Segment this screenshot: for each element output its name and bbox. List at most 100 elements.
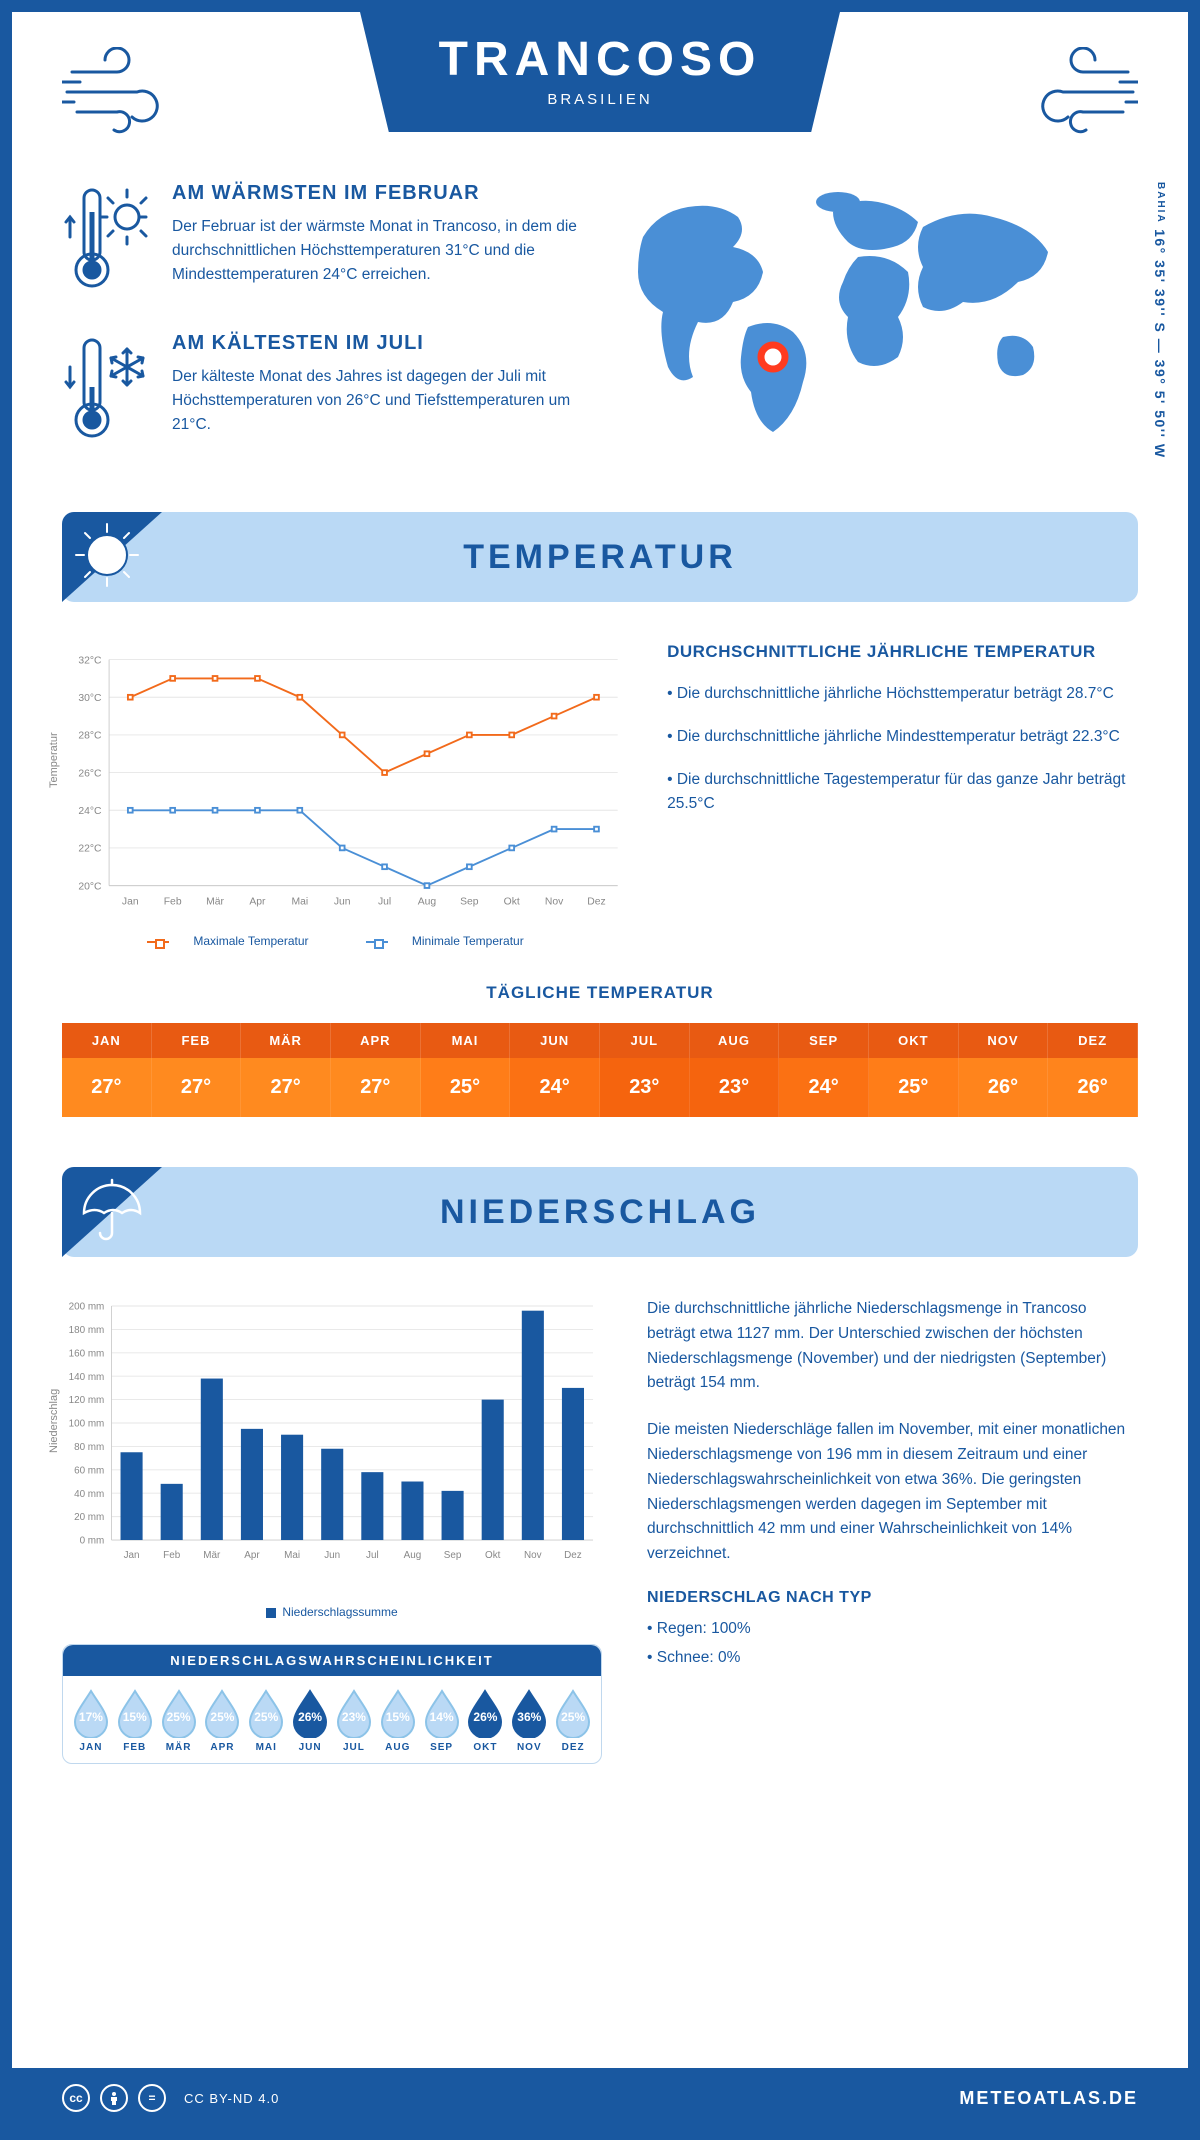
svg-text:200 mm: 200 mm <box>69 1302 105 1313</box>
svg-text:180 mm: 180 mm <box>69 1325 105 1336</box>
prob-drop-cell: 25%APR <box>201 1688 245 1753</box>
precip-prob-row: 17%JAN15%FEB25%MÄR25%APR25%MAI26%JUN23%J… <box>63 1676 601 1753</box>
precip-left: Niederschlag 0 mm20 mm40 mm60 mm80 mm100… <box>62 1297 602 1764</box>
precip-type-heading: NIEDERSCHLAG NACH TYP <box>647 1589 1138 1607</box>
daily-value-cell: 27° <box>62 1058 152 1117</box>
prob-drop-cell: 26%JUN <box>288 1688 332 1753</box>
svg-text:Feb: Feb <box>164 896 182 907</box>
daily-value-cell: 27° <box>152 1058 242 1117</box>
svg-text:22°C: 22°C <box>78 844 102 855</box>
brand-label: METEOATLAS.DE <box>959 2088 1138 2109</box>
daily-value-cell: 23° <box>690 1058 780 1117</box>
daily-value-cell: 27° <box>241 1058 331 1117</box>
svg-text:Jan: Jan <box>124 1550 140 1561</box>
prob-drop-cell: 15%AUG <box>376 1688 420 1753</box>
coordinates: BAHIA 16° 35' 39'' S — 39° 5' 50'' W <box>1152 182 1168 459</box>
daily-value-cell: 23° <box>600 1058 690 1117</box>
precip-bar-chart: Niederschlag 0 mm20 mm40 mm60 mm80 mm100… <box>62 1297 602 1597</box>
prob-drop-cell: 36%NOV <box>507 1688 551 1753</box>
svg-text:Sep: Sep <box>444 1550 462 1561</box>
country-subtitle: BRASILIEN <box>360 91 840 108</box>
fact-warmest: AM WÄRMSTEN IM FEBRUAR Der Februar ist d… <box>62 182 603 297</box>
fact-warmest-body: Der Februar ist der wärmste Monat in Tra… <box>172 215 603 287</box>
precip-legend: Niederschlagssumme <box>62 1605 602 1619</box>
precip-type-snow: • Schnee: 0% <box>647 1646 1138 1671</box>
temp-side-b2: • Die durchschnittliche jährliche Mindes… <box>667 725 1138 750</box>
city-title: TRANCOSO <box>360 32 840 87</box>
svg-text:Jan: Jan <box>122 896 139 907</box>
svg-text:Dez: Dez <box>564 1550 582 1561</box>
fact-warmest-title: AM WÄRMSTEN IM FEBRUAR <box>172 182 603 205</box>
prob-drop-cell: 15%FEB <box>113 1688 157 1753</box>
svg-text:80 mm: 80 mm <box>74 1442 104 1453</box>
svg-text:Mai: Mai <box>291 896 308 907</box>
daily-header-cell: MÄR <box>241 1023 331 1058</box>
wind-icon-right <box>1028 47 1138 142</box>
prob-drop-cell: 25%MAI <box>244 1688 288 1753</box>
svg-text:Mai: Mai <box>284 1550 300 1561</box>
thermometer-cold-icon <box>62 332 152 447</box>
precip-chart-ylabel: Niederschlag <box>48 1389 60 1453</box>
svg-text:0 mm: 0 mm <box>80 1536 105 1547</box>
thermometer-hot-icon <box>62 182 152 297</box>
precip-section-header: NIEDERSCHLAG <box>62 1167 1138 1257</box>
temp-content: Temperatur 20°C22°C24°C26°C28°C30°C32°CJ… <box>62 642 1138 948</box>
latlon-label: 16° 35' 39'' S — 39° 5' 50'' W <box>1152 229 1168 459</box>
daily-value-cell: 26° <box>959 1058 1049 1117</box>
svg-text:Aug: Aug <box>418 896 437 907</box>
region-label: BAHIA <box>1155 182 1166 224</box>
daily-value-cell: 26° <box>1048 1058 1138 1117</box>
daily-value-cell: 24° <box>510 1058 600 1117</box>
temp-chart-wrap: Temperatur 20°C22°C24°C26°C28°C30°C32°CJ… <box>62 642 627 948</box>
temp-section-title: TEMPERATUR <box>463 538 737 577</box>
daily-value-cell: 25° <box>421 1058 511 1117</box>
daily-header-cell: DEZ <box>1048 1023 1138 1058</box>
daily-header-cell: OKT <box>869 1023 959 1058</box>
daily-header-cell: AUG <box>690 1023 780 1058</box>
svg-text:32°C: 32°C <box>78 655 102 666</box>
license-label: CC BY-ND 4.0 <box>184 2091 279 2106</box>
svg-text:60 mm: 60 mm <box>74 1465 104 1476</box>
svg-text:140 mm: 140 mm <box>69 1372 105 1383</box>
fact-coldest-body: Der kälteste Monat des Jahres ist dagege… <box>172 365 603 437</box>
by-icon <box>100 2084 128 2112</box>
daily-value-cell: 24° <box>779 1058 869 1117</box>
svg-text:Mär: Mär <box>206 896 224 907</box>
umbrella-icon <box>72 1175 142 1250</box>
svg-text:120 mm: 120 mm <box>69 1395 105 1406</box>
temp-section-header: TEMPERATUR <box>62 512 1138 602</box>
svg-text:100 mm: 100 mm <box>69 1419 105 1430</box>
daily-header-cell: APR <box>331 1023 421 1058</box>
svg-text:20°C: 20°C <box>78 881 102 892</box>
temp-side-heading: DURCHSCHNITTLICHE JÄHRLICHE TEMPERATUR <box>667 642 1138 662</box>
prob-drop-cell: 25%DEZ <box>551 1688 595 1753</box>
svg-text:Jul: Jul <box>378 896 391 907</box>
temp-legend: Maximale Temperatur Minimale Temperatur <box>62 934 627 948</box>
svg-text:Mär: Mär <box>203 1550 221 1561</box>
svg-text:24°C: 24°C <box>78 806 102 817</box>
svg-text:Aug: Aug <box>404 1550 422 1561</box>
svg-text:160 mm: 160 mm <box>69 1348 105 1359</box>
fact-coldest: AM KÄLTESTEN IM JULI Der kälteste Monat … <box>62 332 603 447</box>
daily-value-cell: 25° <box>869 1058 959 1117</box>
intro-row: AM WÄRMSTEN IM FEBRUAR Der Februar ist d… <box>62 182 1138 482</box>
precip-p2: Die meisten Niederschläge fallen im Nove… <box>647 1418 1138 1567</box>
svg-text:Apr: Apr <box>244 1550 260 1561</box>
daily-header-cell: JUL <box>600 1023 690 1058</box>
precip-p1: Die durchschnittliche jährliche Niedersc… <box>647 1297 1138 1396</box>
temp-side-b1: • Die durchschnittliche jährliche Höchst… <box>667 682 1138 707</box>
temp-line-chart: Temperatur 20°C22°C24°C26°C28°C30°C32°CJ… <box>62 642 627 922</box>
temp-chart-ylabel: Temperatur <box>48 732 60 788</box>
fact-coldest-title: AM KÄLTESTEN IM JULI <box>172 332 603 355</box>
daily-header-cell: MAI <box>421 1023 511 1058</box>
precip-type-rain: • Regen: 100% <box>647 1617 1138 1642</box>
svg-text:20 mm: 20 mm <box>74 1512 104 1523</box>
svg-text:Nov: Nov <box>545 896 564 907</box>
precip-content: Niederschlag 0 mm20 mm40 mm60 mm80 mm100… <box>62 1297 1138 1764</box>
prob-drop-cell: 23%JUL <box>332 1688 376 1753</box>
cc-icon: cc <box>62 2084 90 2112</box>
svg-text:Feb: Feb <box>163 1550 181 1561</box>
svg-text:Sep: Sep <box>460 896 479 907</box>
svg-text:Jul: Jul <box>366 1550 379 1561</box>
daily-header-cell: SEP <box>779 1023 869 1058</box>
